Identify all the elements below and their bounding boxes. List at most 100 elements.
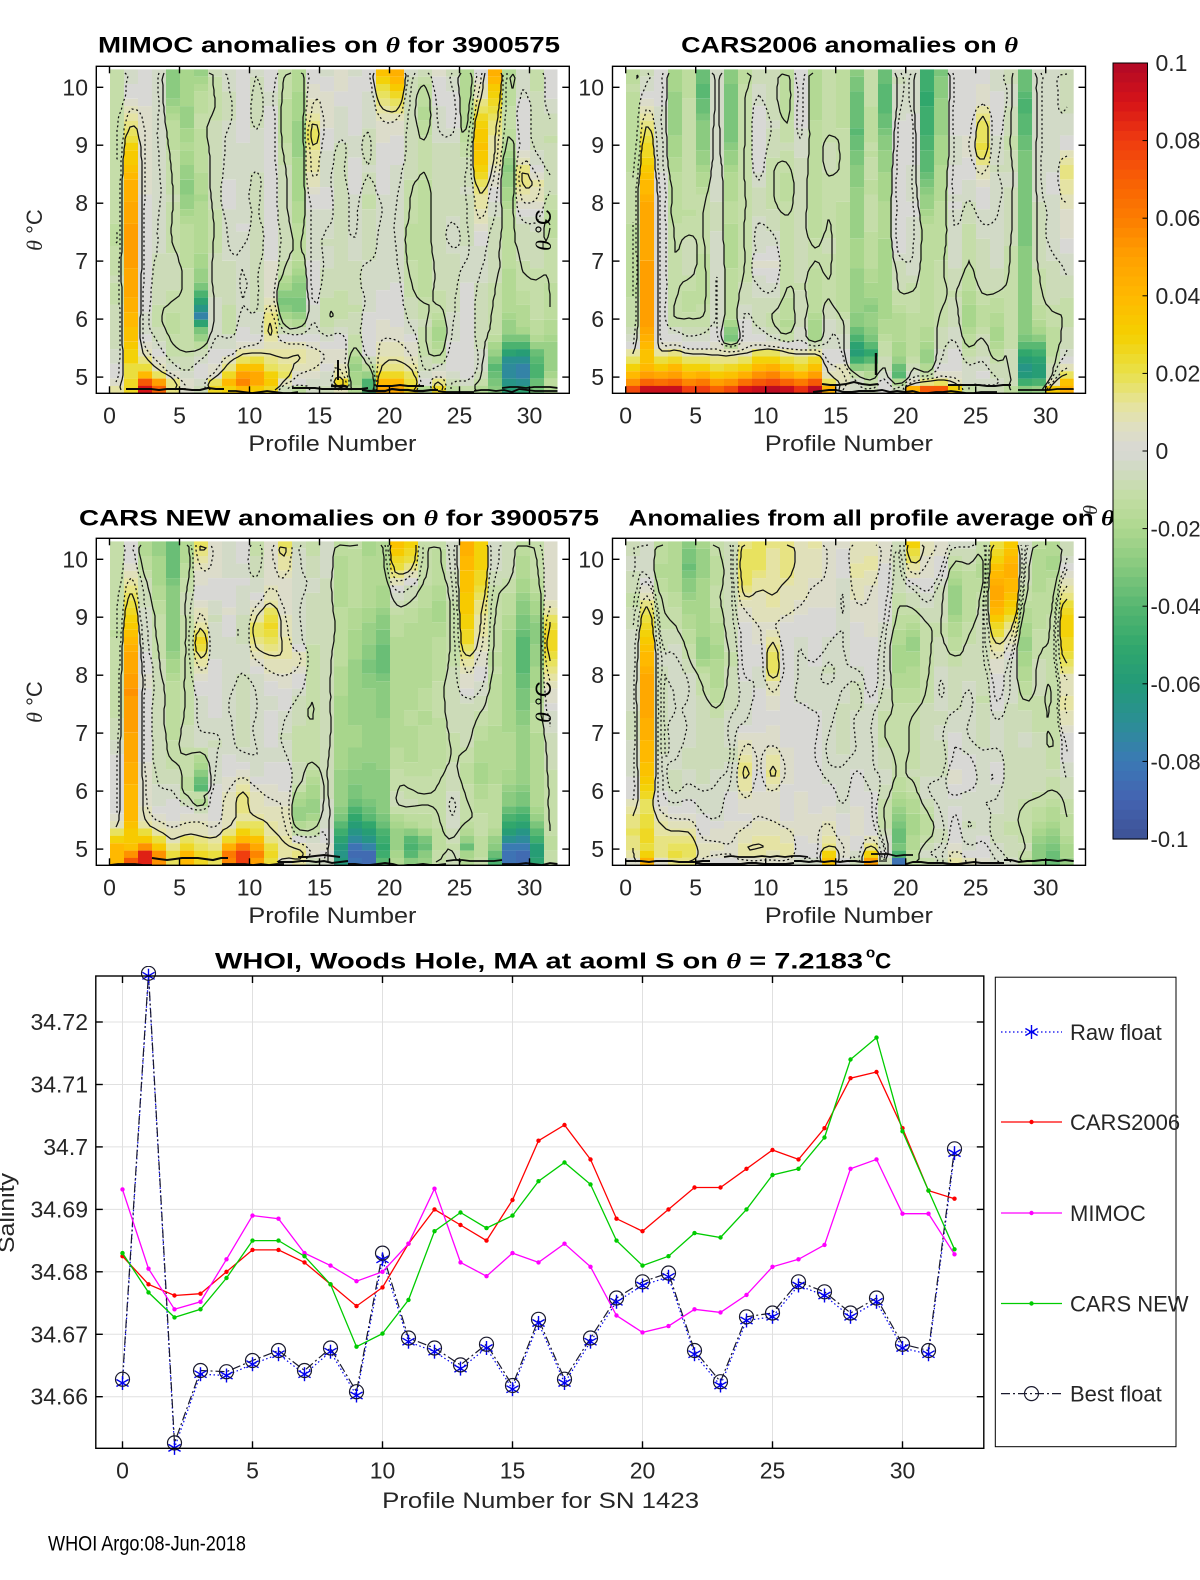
svg-text:-0.08: -0.08 [1151,749,1200,774]
svg-text:5: 5 [689,874,702,900]
svg-text:10: 10 [62,74,88,100]
svg-text:0.06: 0.06 [1156,205,1200,231]
svg-text:5: 5 [173,402,186,428]
svg-text:Profile Number: Profile Number [765,431,933,456]
svg-text:0.02: 0.02 [1156,360,1200,386]
svg-text:30: 30 [1033,402,1059,428]
svg-text:10: 10 [62,546,88,572]
svg-text:10: 10 [237,874,263,900]
svg-text:-0.04: -0.04 [1151,594,1200,619]
svg-text:5: 5 [689,402,702,428]
svg-text:7: 7 [591,248,604,274]
svg-text:θ °C: θ °C [22,681,47,723]
svg-text:CARS2006: CARS2006 [1070,1110,1180,1135]
svg-text:15: 15 [307,402,333,428]
svg-text:MIMOC: MIMOC [1070,1201,1146,1226]
svg-text:10: 10 [753,402,779,428]
svg-text:-0.06: -0.06 [1151,672,1200,697]
svg-text:10: 10 [578,74,604,100]
svg-text:30: 30 [890,1457,916,1483]
svg-text:6: 6 [591,778,604,804]
svg-text:6: 6 [75,778,88,804]
svg-text:Profile Number for SN 1423: Profile Number for SN 1423 [382,1488,699,1513]
svg-text:0.04: 0.04 [1156,283,1200,309]
svg-text:5: 5 [246,1457,259,1483]
svg-text:34.68: 34.68 [30,1259,88,1285]
svg-text:8: 8 [591,190,604,216]
svg-text:25: 25 [760,1457,786,1483]
svg-text:θ: θ [1080,505,1102,515]
svg-text:0: 0 [103,402,116,428]
svg-text:34.72: 34.72 [30,1009,88,1035]
svg-text:C: C [875,949,891,974]
svg-text:20: 20 [630,1457,656,1483]
svg-text:8: 8 [75,662,88,688]
svg-text:-0.1: -0.1 [1151,827,1189,852]
svg-text:9: 9 [591,604,604,630]
svg-text:20: 20 [893,874,919,900]
svg-text:5: 5 [75,364,88,390]
svg-text:-0.02: -0.02 [1151,517,1200,542]
svg-text:WHOI, Woods Hole, MA at aoml S: WHOI, Woods Hole, MA at aoml S on θ = 7.… [215,949,863,974]
svg-text:30: 30 [517,874,543,900]
svg-text:5: 5 [591,364,604,390]
svg-text:15: 15 [500,1457,526,1483]
svg-text:0: 0 [1156,438,1169,464]
svg-text:15: 15 [307,874,333,900]
svg-text:9: 9 [75,604,88,630]
svg-text:30: 30 [517,402,543,428]
svg-text:25: 25 [963,874,989,900]
svg-text:9: 9 [591,132,604,158]
svg-text:20: 20 [377,874,403,900]
svg-text:25: 25 [447,874,473,900]
svg-text:0: 0 [116,1457,129,1483]
svg-text:0: 0 [103,874,116,900]
svg-text:Profile Number: Profile Number [765,903,933,928]
svg-text:20: 20 [377,402,403,428]
svg-text:MIMOC anomalies on θ for 3900: MIMOC anomalies on θ for 3900575 [98,33,560,58]
svg-text:10: 10 [370,1457,396,1483]
svg-text:25: 25 [447,402,473,428]
svg-text:7: 7 [75,248,88,274]
svg-text:9: 9 [75,132,88,158]
svg-text:10: 10 [578,546,604,572]
svg-text:15: 15 [823,874,849,900]
svg-text:Raw float: Raw float [1070,1020,1162,1045]
svg-text:34.67: 34.67 [30,1321,88,1347]
svg-text:0.08: 0.08 [1156,128,1200,154]
svg-text:CARS2006 anomalies on θ: CARS2006 anomalies on θ [681,33,1018,58]
svg-text:Anomalies from all profile ave: Anomalies from all profile average on θ [629,506,1115,531]
svg-text:CARS NEW: CARS NEW [1070,1292,1189,1317]
svg-text:34.66: 34.66 [30,1384,88,1410]
svg-text:5: 5 [591,836,604,862]
svg-text:34.71: 34.71 [30,1072,88,1098]
svg-text:7: 7 [591,720,604,746]
svg-text:θ °C: θ °C [22,209,47,251]
svg-text:6: 6 [75,306,88,332]
svg-text:10: 10 [753,874,779,900]
svg-text:34.7: 34.7 [43,1134,88,1160]
svg-text:5: 5 [173,874,186,900]
svg-text:WHOI Argo:08-Jun-2018: WHOI Argo:08-Jun-2018 [48,1533,246,1556]
svg-text:Salinity: Salinity [0,1173,19,1253]
svg-text:Profile Number: Profile Number [248,431,416,456]
svg-text:8: 8 [591,662,604,688]
svg-text:θ °C: θ °C [531,681,556,723]
svg-text:5: 5 [75,836,88,862]
svg-text:6: 6 [591,306,604,332]
svg-text:CARS NEW anomalies on θ for 39: CARS NEW anomalies on θ for 3900575 [79,506,599,531]
svg-text:8: 8 [75,190,88,216]
svg-text:0: 0 [619,402,632,428]
svg-text:10: 10 [237,402,263,428]
svg-text:30: 30 [1033,874,1059,900]
svg-text:o: o [866,945,875,962]
svg-text:θ °C: θ °C [531,209,556,251]
svg-text:Best float: Best float [1070,1382,1162,1407]
svg-text:0: 0 [619,874,632,900]
svg-text:Profile Number: Profile Number [248,903,416,928]
svg-text:25: 25 [963,402,989,428]
svg-text:20: 20 [893,402,919,428]
svg-text:15: 15 [823,402,849,428]
svg-text:7: 7 [75,720,88,746]
svg-text:34.69: 34.69 [30,1196,88,1222]
